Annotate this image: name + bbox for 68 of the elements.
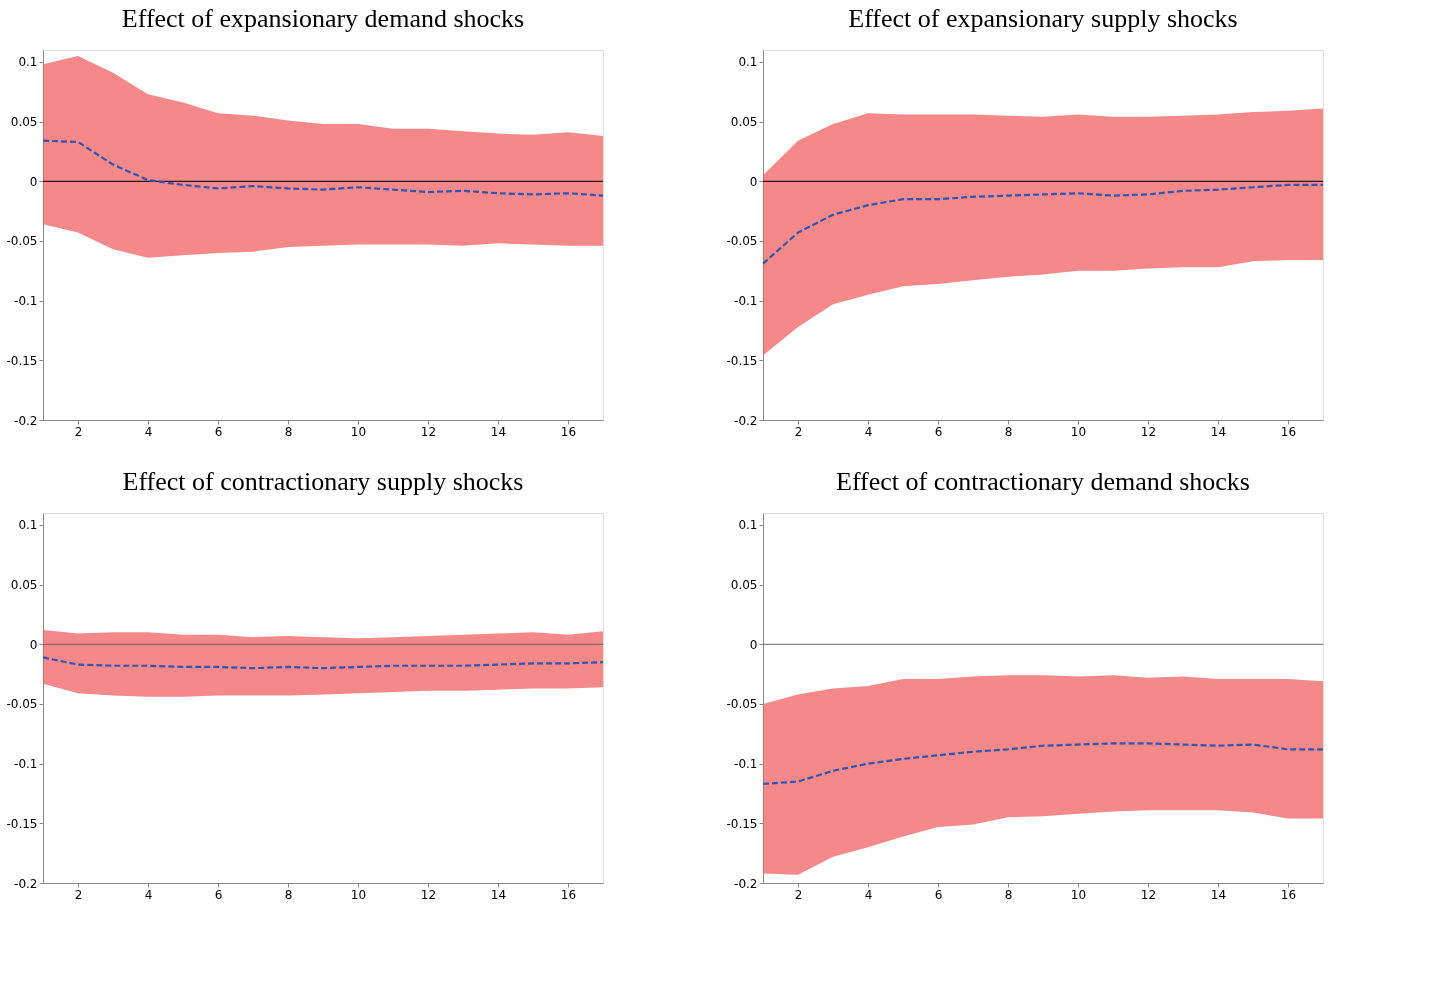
x-tick-label: 10 <box>350 424 367 439</box>
x-tick-label: 12 <box>420 887 437 902</box>
y-tick-label: -0.2 <box>734 876 758 891</box>
y-tick-label: -0.15 <box>6 353 38 368</box>
x-tick-label: 16 <box>560 424 577 439</box>
chart-title: Effect of expansionary supply shocks <box>848 4 1238 33</box>
y-tick-label: -0.1 <box>14 294 38 309</box>
x-tick-label: 14 <box>1210 887 1227 902</box>
x-tick-label: 14 <box>490 424 507 439</box>
x-tick-label: 6 <box>934 887 943 902</box>
x-tick-label: 2 <box>74 887 83 902</box>
x-tick-label: 2 <box>74 424 83 439</box>
y-tick-label: 0.1 <box>738 518 758 533</box>
line-series <box>761 183 1325 265</box>
x-tick-label: 16 <box>1280 424 1297 439</box>
y-tick-label: 0.1 <box>738 55 758 70</box>
x-tick-label: 10 <box>1070 424 1087 439</box>
x-tick-label: 4 <box>144 424 153 439</box>
x-tick-label: 8 <box>284 424 293 439</box>
y-tick-label: -0.15 <box>726 816 758 831</box>
chart-title: Effect of expansionary demand shocks <box>121 4 525 33</box>
y-tick-label: 0.05 <box>730 115 758 130</box>
y-tick-label: -0.05 <box>6 234 38 249</box>
chart-title: Effect of contractionary supply shocks <box>122 467 524 496</box>
y-tick-label: 0 <box>29 174 38 189</box>
y-tick-label: -0.05 <box>6 697 38 712</box>
chart-title: Effect of contractionary demand shocks <box>836 467 1250 496</box>
line-series <box>41 139 605 197</box>
x-tick-label: 2 <box>794 424 803 439</box>
y-tick-label: -0.1 <box>734 294 758 309</box>
x-tick-label: 2 <box>794 887 803 902</box>
y-tick-label: 0 <box>749 637 758 652</box>
y-tick-label: -0.15 <box>726 353 758 368</box>
y-tick-label: -0.05 <box>726 697 758 712</box>
x-tick-label: 6 <box>934 424 943 439</box>
x-tick-label: 4 <box>864 887 873 902</box>
y-tick-label: -0.1 <box>734 757 758 772</box>
x-tick-label: 12 <box>420 424 437 439</box>
y-tick-label: -0.1 <box>14 757 38 772</box>
y-tick-label: 0 <box>749 174 758 189</box>
x-tick-label: 10 <box>1070 887 1087 902</box>
y-tick-label: -0.2 <box>14 413 38 428</box>
x-tick-label: 6 <box>214 887 223 902</box>
x-tick-label: 8 <box>284 887 293 902</box>
x-tick-label: 8 <box>1004 424 1013 439</box>
line-series <box>761 742 1325 786</box>
x-tick-label: 16 <box>1280 887 1297 902</box>
y-tick-label: 0.05 <box>10 115 38 130</box>
x-tick-label: 4 <box>144 887 153 902</box>
x-tick-label: 8 <box>1004 887 1013 902</box>
y-tick-label: 0.05 <box>730 578 758 593</box>
x-tick-label: 6 <box>214 424 223 439</box>
y-tick-label: 0.1 <box>18 518 38 533</box>
x-tick-label: 14 <box>490 887 507 902</box>
y-tick-label: -0.15 <box>6 816 38 831</box>
x-tick-label: 12 <box>1140 887 1157 902</box>
y-tick-label: 0.05 <box>10 578 38 593</box>
y-tick-label: 0 <box>29 637 38 652</box>
y-tick-label: -0.2 <box>734 413 758 428</box>
y-tick-label: -0.2 <box>14 876 38 891</box>
y-tick-label: 0.1 <box>18 55 38 70</box>
line-series <box>41 656 605 670</box>
x-tick-label: 4 <box>864 424 873 439</box>
x-tick-label: 12 <box>1140 424 1157 439</box>
y-tick-label: -0.05 <box>726 234 758 249</box>
x-tick-label: 14 <box>1210 424 1227 439</box>
x-tick-label: 10 <box>350 887 367 902</box>
x-tick-label: 16 <box>560 887 577 902</box>
